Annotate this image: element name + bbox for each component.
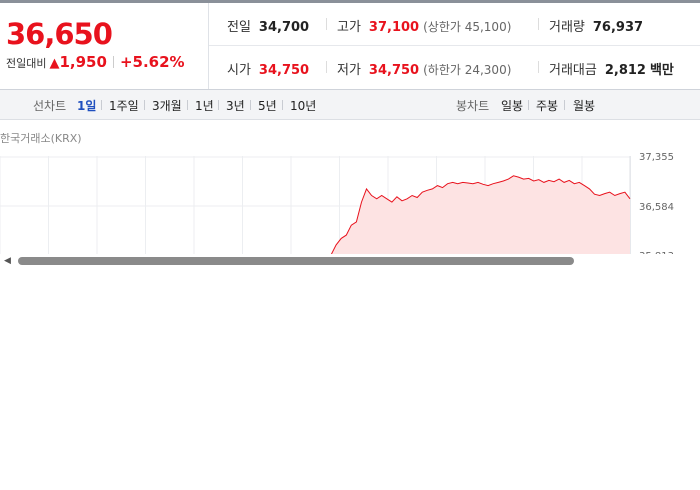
lower-limit: (하한가 24,300) xyxy=(423,63,512,77)
tab-5year[interactable]: 5년 xyxy=(258,99,277,113)
tab-1day[interactable]: 1일 xyxy=(77,99,97,113)
tab-10year[interactable]: 10년 xyxy=(290,99,317,113)
divider xyxy=(528,100,529,110)
tab-1week[interactable]: 1주일 xyxy=(109,99,139,113)
stat-label: 거래대금 xyxy=(549,63,597,78)
divider xyxy=(250,100,251,110)
change-amount: 1,950 xyxy=(59,53,107,71)
divider xyxy=(101,100,102,110)
divider xyxy=(187,100,188,110)
scrollbar-thumb[interactable] xyxy=(18,257,574,265)
divider xyxy=(209,45,700,46)
divider xyxy=(144,100,145,110)
divider xyxy=(282,100,283,110)
tab-1year[interactable]: 1년 xyxy=(195,99,214,113)
stat-low: 저가 34,750 (하한가 24,300) xyxy=(337,59,511,78)
change-percent: +5.62% xyxy=(119,53,185,71)
stat-label: 고가 xyxy=(337,20,361,35)
quote-panel: 36,650 전일대비 ▲1,950 +5.62% 전일 34,700 고가 37,10… xyxy=(0,3,700,90)
divider xyxy=(326,18,327,30)
chart-scrollbar[interactable]: ◀ xyxy=(0,254,700,268)
divider xyxy=(218,100,219,110)
line-chart-label: 선차트 xyxy=(33,99,67,113)
divider xyxy=(538,61,539,73)
tab-3year[interactable]: 3년 xyxy=(226,99,245,113)
change-label: 전일대비 xyxy=(6,57,47,70)
stat-label: 저가 xyxy=(337,63,361,78)
tab-3month[interactable]: 3개월 xyxy=(152,99,182,113)
tab-monthly-candle[interactable]: 월봉 xyxy=(573,99,596,113)
stat-value: 2,812 xyxy=(604,63,646,78)
stat-value: 34,750 xyxy=(258,63,310,78)
stat-label: 거래량 xyxy=(549,20,585,35)
stat-value: 34,700 xyxy=(258,20,310,35)
current-price: 36,650 xyxy=(6,17,113,51)
candle-chart-label: 봉차트 xyxy=(456,99,490,113)
divider xyxy=(564,100,565,110)
stats-grid: 전일 34,700 고가 37,100 (상한가 45,100) 거래량 76,937 … xyxy=(209,3,700,89)
up-triangle-icon: ▲ xyxy=(49,56,60,71)
stat-value: 76,937 xyxy=(592,20,644,35)
stat-high: 고가 37,100 (상한가 45,100) xyxy=(337,16,511,35)
top-border xyxy=(0,0,700,3)
upper-limit: (상한가 45,100) xyxy=(423,20,512,34)
stat-label: 시가 xyxy=(227,63,251,78)
stat-prev-close: 전일 34,700 xyxy=(227,16,309,35)
stat-value: 34,750 xyxy=(368,63,420,78)
stat-volume: 거래량 76,937 xyxy=(549,16,643,35)
price-box: 36,650 전일대비 ▲1,950 +5.62% xyxy=(0,3,209,89)
chart-line xyxy=(329,175,631,258)
chart-area xyxy=(330,175,630,258)
stat-amount: 거래대금 2,812 백만 xyxy=(549,59,674,78)
stat-label: 전일 xyxy=(227,20,251,35)
tab-weekly-candle[interactable]: 주봉 xyxy=(536,99,559,113)
period-tabs: 선차트 1일 1주일 3개월 1년 3년 5년 10년 봉차트 일봉 주봉 월봉 xyxy=(0,90,700,120)
stat-unit: 백만 xyxy=(649,63,674,78)
tab-daily-candle[interactable]: 일봉 xyxy=(501,99,524,113)
stat-value: 37,100 xyxy=(368,20,420,35)
stat-open: 시가 34,750 xyxy=(227,59,309,78)
scroll-left-icon[interactable]: ◀ xyxy=(4,256,11,266)
chart-source-label: 한국거래소(KRX) xyxy=(0,132,82,145)
price-change: 전일대비 ▲1,950 +5.62% xyxy=(6,53,185,71)
y-tick-label: 36,584 xyxy=(639,202,674,213)
divider xyxy=(112,56,114,68)
divider xyxy=(538,18,539,30)
divider xyxy=(326,61,327,73)
y-tick-label: 37,355 xyxy=(639,152,674,163)
